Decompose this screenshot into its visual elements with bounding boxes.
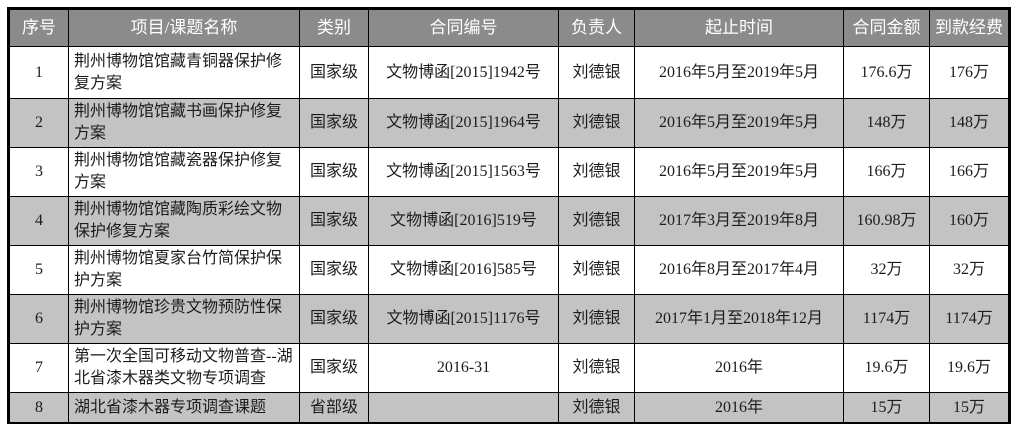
cell-contract-no: 文物博函[2016]519号 [368,196,559,246]
cell-seq: 1 [8,46,69,99]
cell-contract-amount: 148万 [843,98,930,148]
cell-seq: 3 [8,147,69,197]
cell-contract-no [368,392,559,424]
cell-received-funds: 19.6万 [929,343,1010,393]
cell-period: 2017年1月至2018年12月 [634,294,844,344]
cell-category: 国家级 [299,294,369,344]
header-leader: 负责人 [558,8,635,47]
cell-period: 2016年8月至2017年4月 [634,245,844,295]
table-header: 序号 项目/课题名称 类别 合同编号 负责人 起止时间 合同金额 到款经费 [8,8,1010,47]
cell-project-name: 荆州博物馆馆藏陶质彩绘文物保护修复方案 [68,196,300,246]
table-row: 3 荆州博物馆馆藏瓷器保护修复方案 国家级 文物博函[2015]1563号 刘德… [8,147,1010,197]
cell-leader: 刘德银 [558,46,635,99]
cell-category: 省部级 [299,392,369,424]
cell-received-funds: 148万 [929,98,1010,148]
table-row: 8 湖北省漆木器专项调查课题 省部级 刘德银 2016年 15万 15万 [8,392,1010,424]
cell-seq: 8 [8,392,69,424]
cell-leader: 刘德银 [558,98,635,148]
cell-seq: 5 [8,245,69,295]
cell-category: 国家级 [299,46,369,99]
cell-leader: 刘德银 [558,392,635,424]
cell-contract-amount: 1174万 [843,294,930,344]
cell-project-name: 第一次全国可移动文物普查--湖北省漆木器类文物专项调查 [68,343,300,393]
cell-contract-amount: 176.6万 [843,46,930,99]
cell-period: 2016年5月至2019年5月 [634,46,844,99]
cell-contract-amount: 32万 [843,245,930,295]
cell-seq: 2 [8,98,69,148]
cell-category: 国家级 [299,147,369,197]
header-period: 起止时间 [634,8,844,47]
cell-contract-no: 文物博函[2016]585号 [368,245,559,295]
cell-received-funds: 166万 [929,147,1010,197]
cell-project-name: 荆州博物馆夏家台竹简保护保护方案 [68,245,300,295]
cell-leader: 刘德银 [558,196,635,246]
table-row: 2 荆州博物馆馆藏书画保护修复方案 国家级 文物博函[2015]1964号 刘德… [8,98,1010,148]
cell-leader: 刘德银 [558,294,635,344]
cell-seq: 4 [8,196,69,246]
cell-contract-no: 2016-31 [368,343,559,393]
cell-project-name: 荆州博物馆馆藏青铜器保护修复方案 [68,46,300,99]
cell-category: 国家级 [299,245,369,295]
header-seq: 序号 [8,8,69,47]
table-body: 1 荆州博物馆馆藏青铜器保护修复方案 国家级 文物博函[2015]1942号 刘… [8,46,1010,424]
header-row: 序号 项目/课题名称 类别 合同编号 负责人 起止时间 合同金额 到款经费 [8,8,1010,47]
cell-seq: 6 [8,294,69,344]
cell-contract-no: 文物博函[2015]1563号 [368,147,559,197]
cell-received-funds: 160万 [929,196,1010,246]
cell-project-name: 荆州博物馆珍贵文物预防性保护方案 [68,294,300,344]
cell-contract-amount: 160.98万 [843,196,930,246]
cell-contract-no: 文物博函[2015]1942号 [368,46,559,99]
header-category: 类别 [299,8,369,47]
cell-leader: 刘德银 [558,245,635,295]
cell-category: 国家级 [299,343,369,393]
header-received-funds: 到款经费 [929,8,1010,47]
cell-period: 2016年 [634,343,844,393]
cell-contract-no: 文物博函[2015]1964号 [368,98,559,148]
cell-leader: 刘德银 [558,343,635,393]
table-row: 7 第一次全国可移动文物普查--湖北省漆木器类文物专项调查 国家级 2016-3… [8,343,1010,393]
cell-received-funds: 32万 [929,245,1010,295]
header-contract-no: 合同编号 [368,8,559,47]
header-project-name: 项目/课题名称 [68,8,300,47]
cell-contract-amount: 19.6万 [843,343,930,393]
cell-period: 2017年3月至2019年8月 [634,196,844,246]
cell-received-funds: 15万 [929,392,1010,424]
cell-contract-amount: 166万 [843,147,930,197]
table-row: 4 荆州博物馆馆藏陶质彩绘文物保护修复方案 国家级 文物博函[2016]519号… [8,196,1010,246]
cell-category: 国家级 [299,196,369,246]
cell-contract-amount: 15万 [843,392,930,424]
cell-period: 2016年5月至2019年5月 [634,147,844,197]
cell-project-name: 湖北省漆木器专项调查课题 [68,392,300,424]
project-contracts-table: 序号 项目/课题名称 类别 合同编号 负责人 起止时间 合同金额 到款经费 1 … [7,7,1011,424]
cell-category: 国家级 [299,98,369,148]
cell-seq: 7 [8,343,69,393]
cell-period: 2016年5月至2019年5月 [634,98,844,148]
table-row: 5 荆州博物馆夏家台竹简保护保护方案 国家级 文物博函[2016]585号 刘德… [8,245,1010,295]
header-contract-amount: 合同金额 [843,8,930,47]
cell-contract-no: 文物博函[2015]1176号 [368,294,559,344]
cell-received-funds: 1174万 [929,294,1010,344]
cell-period: 2016年 [634,392,844,424]
table-row: 6 荆州博物馆珍贵文物预防性保护方案 国家级 文物博函[2015]1176号 刘… [8,294,1010,344]
table-row: 1 荆州博物馆馆藏青铜器保护修复方案 国家级 文物博函[2015]1942号 刘… [8,46,1010,99]
cell-received-funds: 176万 [929,46,1010,99]
cell-project-name: 荆州博物馆馆藏书画保护修复方案 [68,98,300,148]
cell-leader: 刘德银 [558,147,635,197]
cell-project-name: 荆州博物馆馆藏瓷器保护修复方案 [68,147,300,197]
